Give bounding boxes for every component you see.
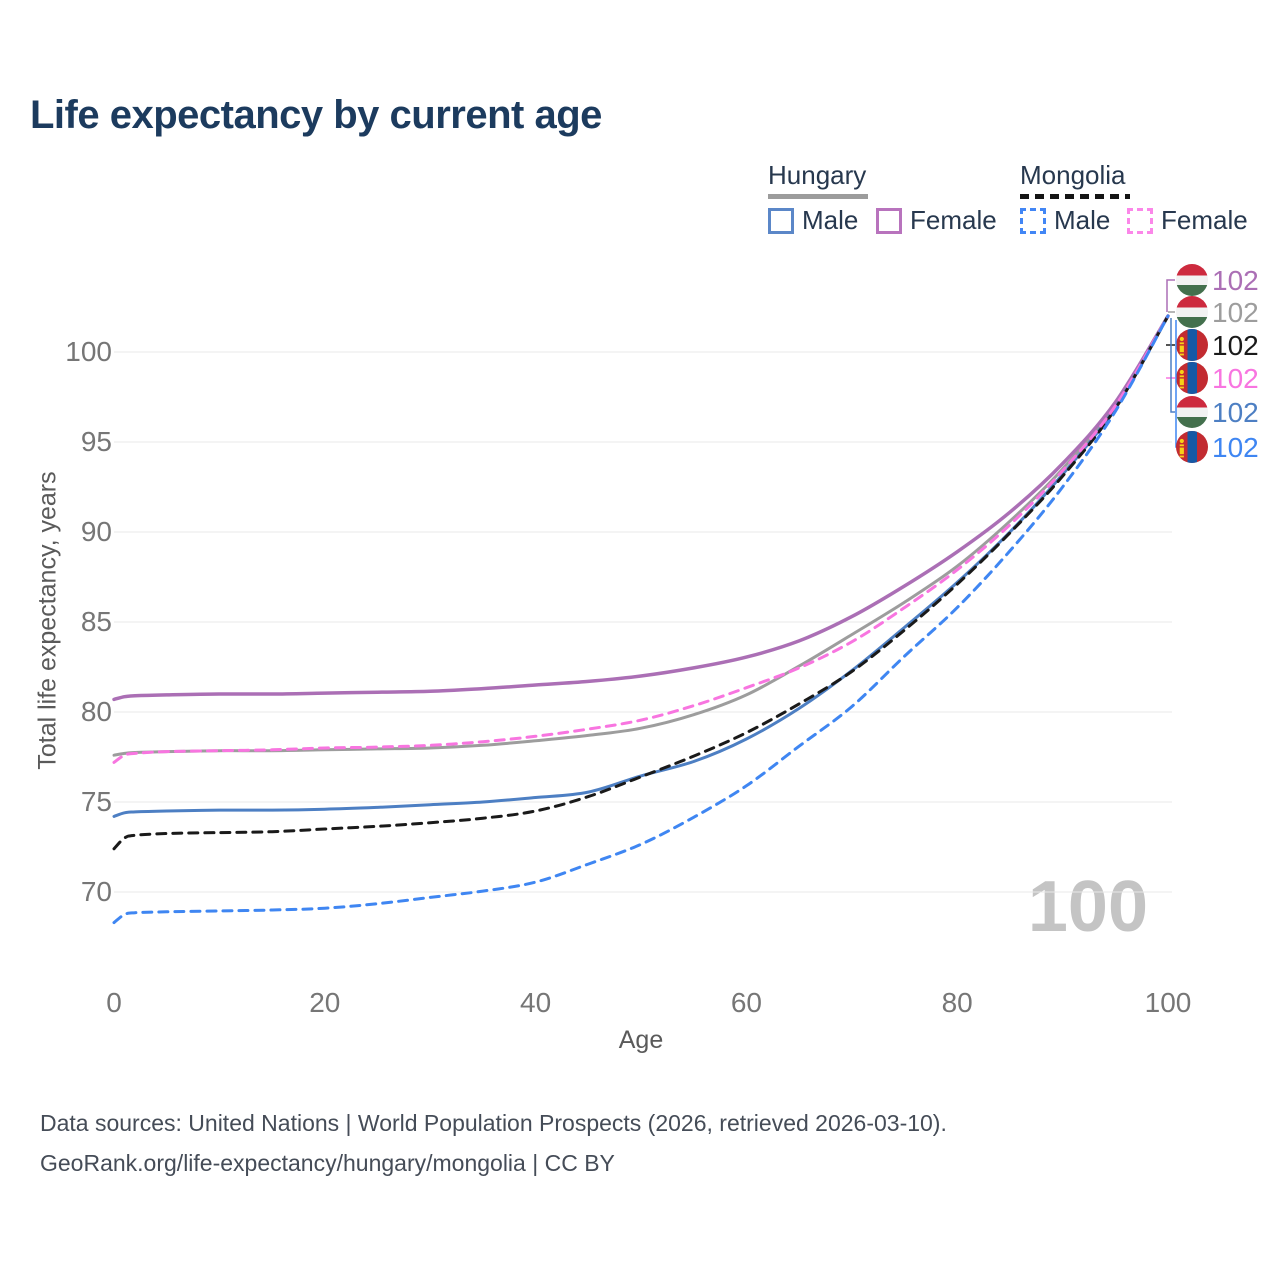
mongolia-flag-soyombo [1179, 438, 1184, 444]
series-line-mongolia-female [112, 314, 1170, 764]
y-tick-label: 70 [81, 876, 112, 907]
series-line-hungary-female [112, 314, 1170, 702]
mongolia-flag-blue-stripe [1187, 329, 1197, 361]
mongolia-flag-soyombo [1179, 336, 1184, 342]
end-value-label: 102 [1212, 397, 1259, 428]
mongolia-dashed-line-swatch [1020, 194, 1130, 199]
y-tick-label: 90 [81, 516, 112, 547]
end-value-label: 102 [1212, 363, 1259, 394]
y-tick-label: 75 [81, 786, 112, 817]
hungary-flag-white-stripe [1176, 407, 1208, 417]
legend-country-hungary[interactable]: Hungary [768, 160, 867, 190]
mongolia-flag-soyombo [1179, 353, 1184, 356]
y-tick-label: 85 [81, 606, 112, 637]
y-tick-label: 80 [81, 696, 112, 727]
mongolia-flag-soyombo [1179, 345, 1184, 353]
x-tick-label: 0 [106, 987, 122, 1018]
hungary-flag-icon [1176, 396, 1208, 428]
hungary-flag-white-stripe [1176, 275, 1208, 285]
legend-item-hungary-male[interactable]: Male [768, 205, 858, 236]
y-tick-label: 95 [81, 426, 112, 457]
mongolia-flag-blue-stripe [1187, 362, 1197, 394]
legend-label-hungary-female: Female [910, 205, 997, 235]
mongolia-flag-soyombo [1179, 369, 1184, 375]
y-axis-title: Total life expectancy, years [33, 471, 62, 770]
mongolia-flag-soyombo [1179, 386, 1184, 389]
legend-label-mongolia-male: Male [1054, 205, 1111, 235]
hungary-female-checkbox-icon[interactable] [876, 207, 902, 234]
mongolia-flag-icon [1176, 329, 1208, 361]
hungary-solid-line-swatch [768, 194, 868, 199]
x-axis-title: Age [618, 1026, 664, 1054]
end-value-label: 102 [1212, 297, 1259, 328]
mongolia-flag-soyombo [1179, 455, 1184, 458]
end-label-leader-line [1170, 318, 1175, 413]
series-line-mongolia-male [112, 314, 1170, 925]
legend-item-mongolia-female[interactable]: Female [1127, 205, 1248, 236]
mongolia-flag-red-field [1176, 362, 1208, 394]
mongolia-flag-red-field [1176, 431, 1208, 463]
hungary-flag-red-stripe [1176, 264, 1208, 276]
x-tick-label: 60 [731, 987, 762, 1018]
footer-data-sources: Data sources: United Nations | World Pop… [40, 1110, 947, 1136]
hungary-flag-green-stripe [1176, 417, 1208, 428]
current-age-counter: 100 [1027, 867, 1148, 947]
x-tick-label: 20 [309, 987, 340, 1018]
hungary-flag-green-stripe [1176, 285, 1208, 296]
mongolia-flag-blue-stripe [1187, 431, 1197, 463]
legend-country-mongolia[interactable]: Mongolia [1020, 160, 1126, 190]
series-line-hungary-total [112, 314, 1170, 757]
mongolia-female-checkbox-icon[interactable] [1127, 207, 1153, 234]
page-title: Life expectancy by current age [30, 93, 602, 137]
hungary-flag-red-stripe [1176, 296, 1208, 308]
legend-label-mongolia-female: Female [1161, 205, 1248, 235]
mongolia-flag-soyombo [1179, 342, 1184, 345]
end-label-leader-line [1166, 279, 1175, 312]
legend-group-hungary: Hungary [768, 160, 868, 199]
series-line-hungary-male [112, 314, 1170, 818]
mongolia-flag-red-field [1176, 329, 1208, 361]
mongolia-male-checkbox-icon[interactable] [1020, 207, 1046, 234]
mongolia-flag-soyombo [1179, 447, 1184, 455]
hungary-flag-green-stripe [1176, 317, 1208, 328]
end-value-label: 102 [1212, 265, 1259, 296]
end-value-label: 102 [1212, 432, 1259, 463]
mongolia-flag-icon [1176, 362, 1208, 394]
hungary-flag-white-stripe [1176, 307, 1208, 317]
legend-group-mongolia: Mongolia [1020, 160, 1130, 199]
legend-label-hungary-male: Male [802, 205, 859, 235]
x-tick-label: 80 [942, 987, 973, 1018]
footer-attribution: GeoRank.org/life-expectancy/hungary/mong… [40, 1150, 615, 1176]
mongolia-flag-soyombo [1179, 375, 1184, 378]
legend-item-mongolia-male[interactable]: Male [1020, 205, 1110, 236]
series-line-mongolia-total [112, 314, 1170, 851]
x-tick-label: 40 [520, 987, 551, 1018]
mongolia-flag-icon [1176, 431, 1208, 463]
x-tick-label: 100 [1145, 987, 1192, 1018]
hungary-flag-icon [1176, 264, 1208, 296]
legend-item-hungary-female[interactable]: Female [876, 205, 997, 236]
end-value-label: 102 [1212, 330, 1259, 361]
hungary-male-checkbox-icon[interactable] [768, 207, 794, 234]
hungary-flag-icon [1176, 296, 1208, 328]
hungary-flag-red-stripe [1176, 396, 1208, 408]
y-tick-label: 100 [65, 336, 112, 367]
mongolia-flag-soyombo [1179, 444, 1184, 447]
end-label-leader-line [1175, 320, 1177, 448]
mongolia-flag-soyombo [1179, 378, 1184, 386]
